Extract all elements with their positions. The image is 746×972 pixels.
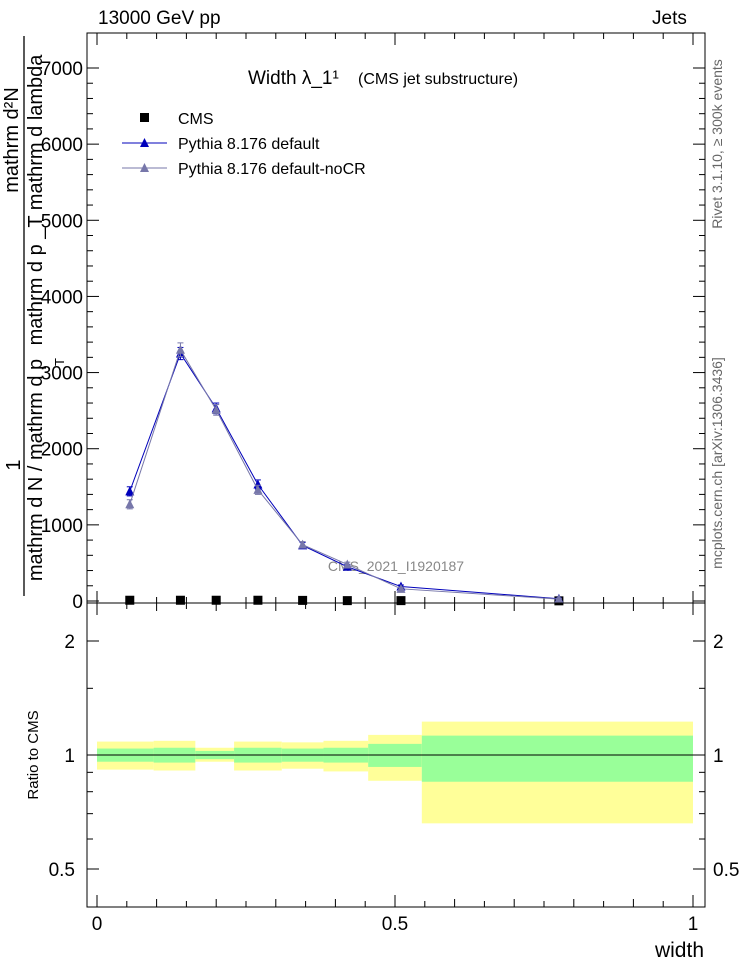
series-2 bbox=[125, 342, 564, 604]
cms-point bbox=[175, 595, 185, 605]
y-tick-label: 6000 bbox=[41, 135, 83, 156]
ylabel-denominator: mathrm d p _T mathrm d lambda bbox=[25, 54, 47, 346]
x-tick-label: 1 bbox=[688, 914, 699, 935]
ylabel-subscript: T bbox=[52, 358, 67, 366]
legend-marker-triangle bbox=[140, 163, 149, 172]
x-axis-label: width bbox=[654, 939, 704, 962]
legend-marker-triangle bbox=[140, 138, 149, 147]
ratio-y-tick-label-right: 0.5 bbox=[713, 860, 739, 881]
cms-point bbox=[298, 595, 308, 605]
legend-label: CMS bbox=[178, 111, 214, 128]
ratio-y-tick-label-right: 1 bbox=[713, 746, 724, 767]
legend-marker-cms bbox=[140, 113, 149, 122]
ratio-ylabel: Ratio to CMS bbox=[25, 710, 42, 799]
mc-point bbox=[125, 499, 135, 509]
y-tick-label: 2000 bbox=[41, 440, 83, 461]
ylabel-prefix-den: mathrm d N / mathrm d p bbox=[25, 359, 47, 581]
cms-point bbox=[211, 595, 221, 605]
ylabel-prefix-num: 1 bbox=[3, 459, 25, 470]
mc-point bbox=[554, 594, 564, 604]
legend-label: Pythia 8.176 default bbox=[178, 136, 320, 153]
main-plot: 0 1000 2000 3000 4000 5000 6000 7000 Width λ_1¹ (… bbox=[1, 32, 706, 613]
legend-label: Pythia 8.176 default-noCR bbox=[178, 161, 366, 178]
mc-point bbox=[396, 583, 406, 593]
series-line bbox=[129, 348, 559, 600]
ratio-y-tick-label: 1 bbox=[64, 746, 75, 767]
cms-point bbox=[396, 596, 406, 606]
ratio-inner-band bbox=[421, 735, 693, 782]
ratio-y-tick-label-right: 2 bbox=[713, 632, 724, 653]
y-tick-label: 0 bbox=[72, 592, 83, 613]
y-tick-label: 3000 bbox=[41, 364, 83, 385]
mc-point bbox=[125, 486, 135, 496]
side-labels: Rivet 3.1.10, ≥ 300k events mcplots.cern.… bbox=[709, 59, 725, 569]
cms-point bbox=[253, 595, 263, 605]
mc-point bbox=[342, 559, 352, 569]
ratio-plot: 0.5 0.5 1 1 2 2 0 0.5 1 Ratio to CMS width bbox=[25, 602, 739, 962]
cms-point bbox=[342, 596, 352, 606]
header-right: Jets bbox=[652, 8, 687, 29]
chart-subtitle: (CMS jet substructure) bbox=[358, 71, 518, 88]
mc-point bbox=[175, 344, 185, 354]
mc-point bbox=[298, 539, 308, 549]
series-1 bbox=[125, 346, 564, 603]
analysis-watermark: CMS_2021_I1920187 bbox=[328, 558, 464, 574]
series-0 bbox=[125, 595, 564, 606]
cms-point bbox=[125, 595, 135, 605]
mc-point bbox=[253, 484, 263, 494]
mc-point bbox=[211, 404, 221, 414]
series-line bbox=[129, 352, 559, 600]
chart-title: Width λ_1¹ bbox=[248, 68, 339, 89]
header-left: 13000 GeV pp bbox=[98, 8, 221, 29]
mcplots-label: mcplots.cern.ch [arXiv:1306.3436] bbox=[709, 357, 725, 569]
y-tick-label: 1000 bbox=[41, 516, 83, 537]
rivet-version-label: Rivet 3.1.10, ≥ 300k events bbox=[709, 59, 725, 229]
ylabel-numerator: mathrm d²N bbox=[1, 87, 23, 193]
x-tick-label: 0.5 bbox=[382, 914, 408, 935]
y-tick-label: 5000 bbox=[41, 211, 83, 232]
ratio-y-tick-label: 2 bbox=[64, 632, 75, 653]
x-tick-label: 0 bbox=[92, 914, 103, 935]
y-tick-label: 7000 bbox=[41, 59, 83, 80]
ratio-y-tick-label: 0.5 bbox=[49, 860, 75, 881]
y-tick-label: 4000 bbox=[41, 287, 83, 308]
